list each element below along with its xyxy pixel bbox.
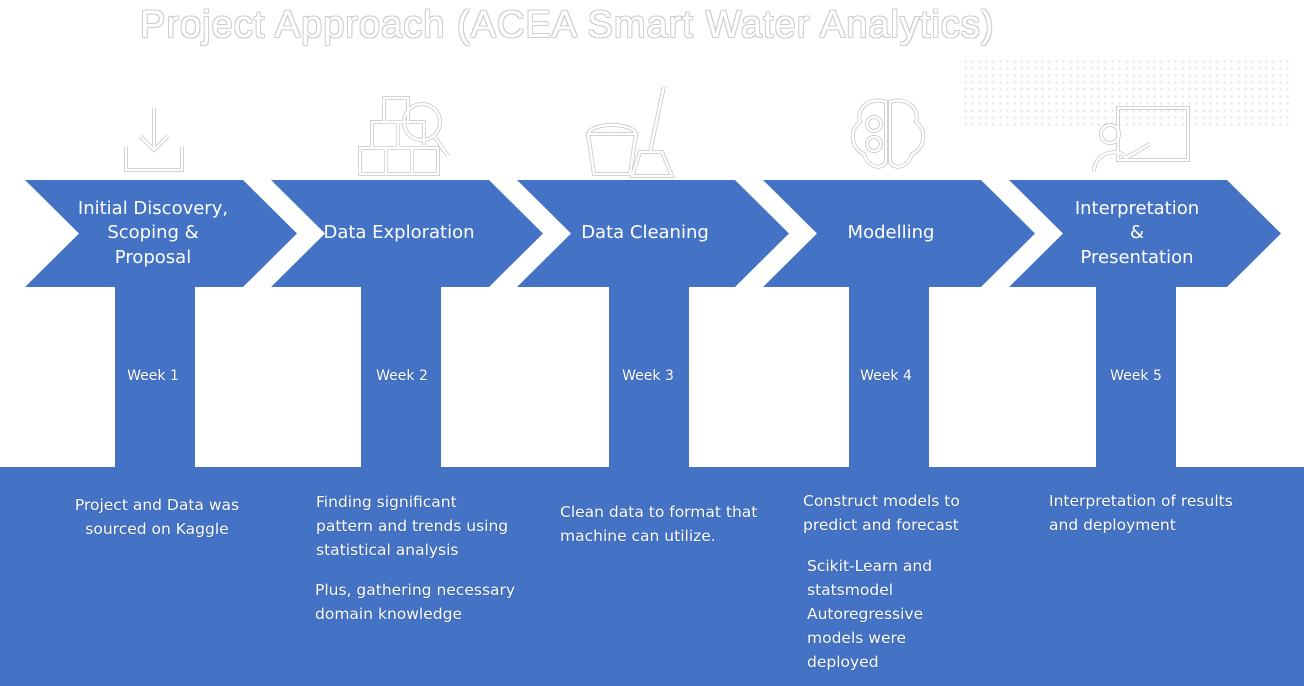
- step-description: Scikit-Learn and statsmodel Autoregressi…: [807, 557, 933, 671]
- step-label: Data Cleaning: [581, 222, 709, 244]
- bucket-mop-icon: [584, 82, 680, 180]
- presenter-board-icon: [1092, 104, 1192, 174]
- week-label: Week 5: [1110, 368, 1162, 384]
- boxes-magnifier-icon: [356, 92, 452, 178]
- week-label: Week 1: [127, 368, 179, 384]
- week-stem-3: [609, 287, 689, 468]
- step-label: Modelling: [847, 222, 935, 244]
- step-label: Initial Discovery, Scoping & Proposal: [77, 198, 229, 268]
- step-chevron-4: Modelling: [763, 180, 1035, 287]
- week-label: Week 3: [622, 368, 674, 384]
- step-chevron-3: Data Cleaning: [517, 180, 789, 287]
- step-description: Clean data to format that machine can ut…: [560, 503, 758, 545]
- step-label: Interpretation & Presentation: [1074, 198, 1200, 268]
- step-description: Construct models to predict and forecast: [803, 492, 960, 534]
- week-label: Week 2: [376, 368, 428, 384]
- step-chevron-2: Data Exploration: [271, 180, 543, 287]
- step-description: Finding significant pattern and trends u…: [316, 493, 509, 559]
- week-stem-5: [1096, 287, 1176, 468]
- week-stem-4: [849, 287, 929, 468]
- description-band: [0, 467, 1304, 686]
- step-description: Plus, gathering necessary domain knowled…: [315, 581, 516, 623]
- week-stem-1: [115, 287, 195, 468]
- download-icon: [118, 102, 190, 174]
- week-stem-2: [361, 287, 441, 468]
- brain-gears-icon: [838, 96, 934, 172]
- step-description: Interpretation of results and deployment: [1049, 492, 1233, 534]
- step-chevron-5: Interpretation & Presentation: [1009, 180, 1281, 287]
- step-chevron-1: Initial Discovery, Scoping & Proposal: [25, 180, 297, 287]
- step-label: Data Exploration: [323, 222, 475, 244]
- step-description: Project and Data was sourced on Kaggle: [74, 496, 240, 538]
- week-label: Week 4: [860, 368, 912, 384]
- page-title: Project Approach (ACEA Smart Water Analy…: [140, 4, 995, 46]
- decorative-dot-grid: [962, 58, 1292, 130]
